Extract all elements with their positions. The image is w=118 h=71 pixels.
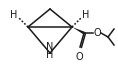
Polygon shape <box>72 27 85 34</box>
Text: H: H <box>46 50 54 60</box>
Text: O: O <box>75 52 83 62</box>
Text: O: O <box>93 28 101 38</box>
Text: N: N <box>46 42 54 52</box>
Text: H: H <box>10 10 18 20</box>
Text: H: H <box>82 10 90 20</box>
